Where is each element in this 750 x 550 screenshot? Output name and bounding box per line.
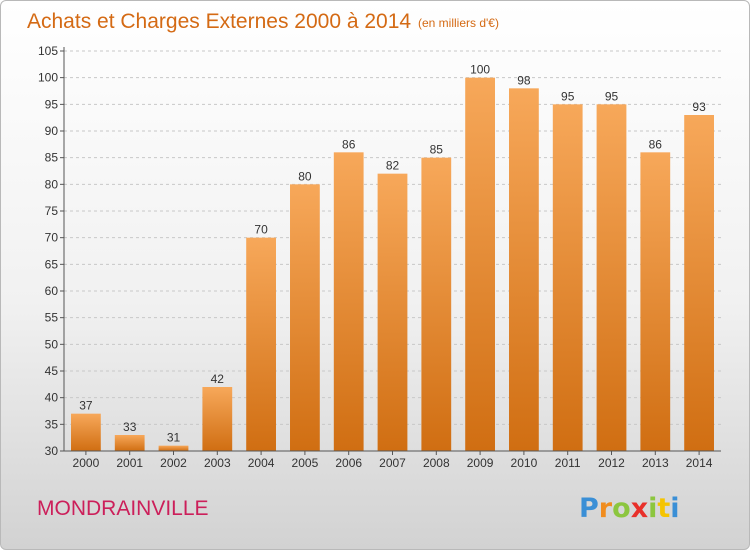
data-label: 98 xyxy=(517,73,531,87)
x-tick-label: 2002 xyxy=(160,456,187,470)
bar-2002 xyxy=(158,445,189,451)
logo-letter: x xyxy=(631,493,648,524)
y-tick-label: 45 xyxy=(45,364,59,378)
x-tick-label: 2006 xyxy=(335,456,362,470)
logo-letter: o xyxy=(612,493,631,524)
x-tick-label: 2008 xyxy=(423,456,450,470)
y-tick-label: 100 xyxy=(38,71,58,85)
y-tick-label: 80 xyxy=(45,177,59,191)
x-tick-label: 2003 xyxy=(204,456,231,470)
bar-2008 xyxy=(421,157,452,451)
y-tick-label: 65 xyxy=(45,257,59,271)
chart-subtitle: (en milliers d'€) xyxy=(418,16,499,30)
bar-2001 xyxy=(114,435,145,451)
logo-letter: t xyxy=(657,493,670,524)
bar-2014 xyxy=(684,115,714,451)
y-tick-label: 85 xyxy=(45,151,59,165)
data-label: 33 xyxy=(123,420,137,434)
bar-2013 xyxy=(640,152,671,452)
x-tick-label: 2001 xyxy=(116,456,143,470)
x-tick-label: 2011 xyxy=(555,456,581,470)
data-label: 85 xyxy=(430,143,444,157)
data-label: 95 xyxy=(561,89,575,103)
x-tick-label: 2000 xyxy=(73,456,100,470)
bar-2011 xyxy=(552,104,583,451)
y-tick-label: 50 xyxy=(45,337,59,351)
y-tick-label: 95 xyxy=(45,97,59,111)
x-tick-label: 2014 xyxy=(686,456,713,470)
data-label: 93 xyxy=(692,100,706,114)
data-label: 95 xyxy=(605,89,619,103)
chart-title: Achats et Charges Externes 2000 à 2014 xyxy=(27,10,411,33)
y-tick-label: 55 xyxy=(45,311,59,325)
y-tick-label: 60 xyxy=(45,284,59,298)
bar-2007 xyxy=(377,173,408,451)
x-tick-label: 2009 xyxy=(467,456,494,470)
bar-2000 xyxy=(71,413,101,451)
data-label: 80 xyxy=(298,169,312,183)
y-tick-label: 70 xyxy=(45,231,59,245)
y-tick-label: 105 xyxy=(38,44,58,58)
logo-letter: i xyxy=(670,493,679,524)
bar-2012 xyxy=(596,104,627,451)
y-tick-label: 90 xyxy=(45,124,59,138)
data-label: 37 xyxy=(79,399,93,413)
y-tick-label: 40 xyxy=(45,391,59,405)
bar-2003 xyxy=(202,387,233,451)
x-tick-label: 2013 xyxy=(642,456,669,470)
y-tick-label: 35 xyxy=(45,417,59,431)
x-tick-label: 2010 xyxy=(511,456,538,470)
bar-2006 xyxy=(333,152,364,452)
x-tick-label: 2012 xyxy=(598,456,625,470)
bars xyxy=(71,77,714,452)
data-label: 31 xyxy=(167,431,181,445)
logo-letter: r xyxy=(599,493,613,524)
x-tick-label: 2005 xyxy=(292,456,319,470)
bar-2005 xyxy=(290,184,320,452)
data-label: 86 xyxy=(342,137,356,151)
data-label: 70 xyxy=(254,223,268,237)
y-tick-labels: 30 35 40 45 50 55 60 65 70 75 80 85 90 95 100 105 xyxy=(38,44,64,458)
y-tick-label: 75 xyxy=(45,204,59,218)
x-tick-label: 2004 xyxy=(248,456,275,470)
data-label: 100 xyxy=(470,63,490,77)
bar-2004 xyxy=(246,237,276,451)
commune-name: MONDRAINVILLE xyxy=(37,497,209,520)
data-label: 42 xyxy=(211,372,225,386)
data-label: 86 xyxy=(649,137,663,151)
y-tick-label: 30 xyxy=(45,444,59,458)
logo-letter: P xyxy=(579,493,599,524)
x-tick-labels: 2000 2001 2002 2003 2004 2005 2006 2007 2008 2009… xyxy=(73,451,713,470)
bar-2010 xyxy=(509,88,539,451)
bar-2009 xyxy=(465,77,495,452)
proxiti-logo: Proxiti xyxy=(579,493,680,524)
data-labels: 37 33 31 42 70 80 86 82 85 100 98 95 95 86 93 xyxy=(79,63,706,445)
logo-letter: i xyxy=(648,493,657,524)
data-label: 82 xyxy=(386,159,400,173)
x-tick-label: 2007 xyxy=(379,456,406,470)
